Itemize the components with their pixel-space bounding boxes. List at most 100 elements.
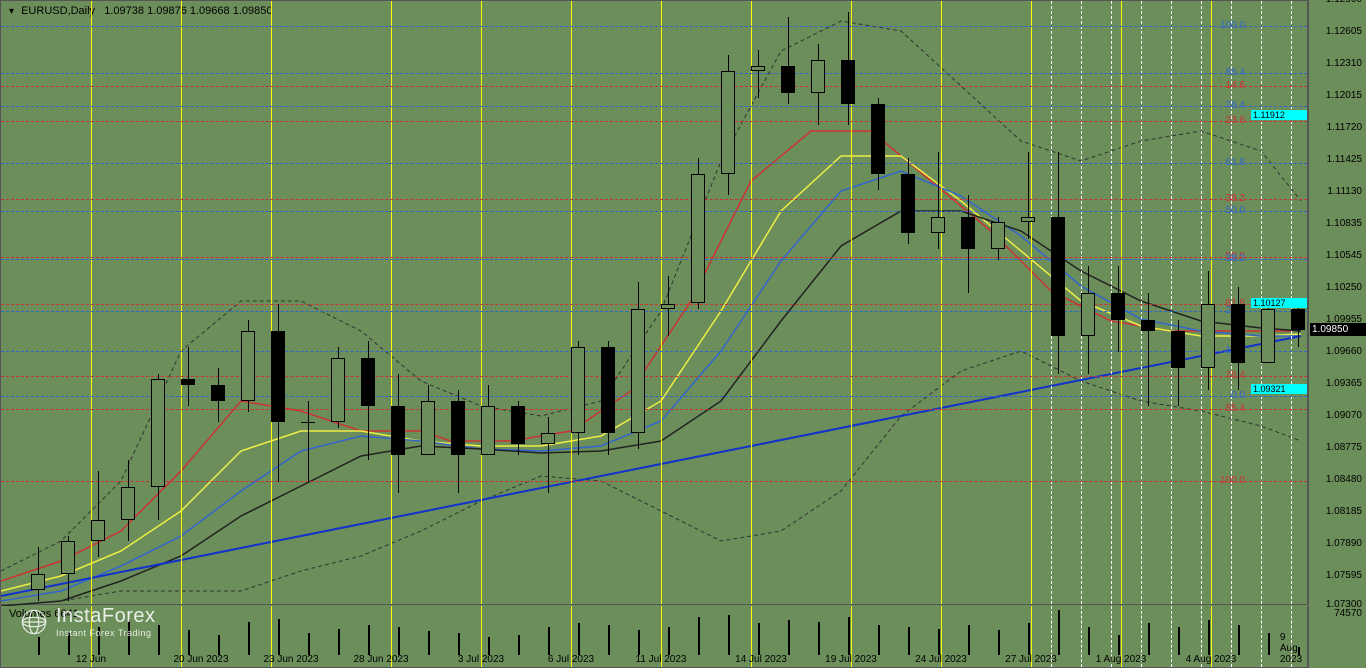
price-tick: 1.12605 bbox=[1326, 26, 1362, 37]
date-label: 6 Jul 2023 bbox=[548, 654, 594, 665]
session-line bbox=[1031, 1, 1032, 604]
candle-wick bbox=[938, 152, 939, 249]
volume-bar bbox=[668, 627, 670, 655]
candle bbox=[211, 385, 225, 401]
date-label: 19 Jul 2023 bbox=[825, 654, 877, 665]
date-label: 4 Aug 2023 bbox=[1186, 654, 1237, 665]
session-line bbox=[941, 1, 942, 604]
candle bbox=[541, 433, 555, 444]
candle bbox=[151, 379, 165, 487]
fib-line bbox=[1, 396, 1307, 397]
price-tick: 1.08185 bbox=[1326, 506, 1362, 517]
volume-bar bbox=[1088, 627, 1090, 655]
candle bbox=[331, 358, 345, 423]
candle bbox=[601, 347, 615, 433]
candle bbox=[631, 309, 645, 433]
candle bbox=[961, 217, 975, 249]
price-tick: 1.11130 bbox=[1327, 186, 1362, 197]
price-tick: 1.09070 bbox=[1326, 410, 1362, 421]
candle bbox=[301, 422, 315, 423]
session-line bbox=[481, 1, 482, 604]
candle bbox=[721, 71, 735, 174]
volume-bar bbox=[728, 615, 730, 655]
fib-label: 14.6 bbox=[1226, 80, 1245, 91]
candle bbox=[841, 60, 855, 103]
fib-label: 38.2 bbox=[1226, 193, 1245, 204]
price-tick: 1.10545 bbox=[1326, 250, 1362, 261]
price-tick: 1.09365 bbox=[1326, 378, 1362, 389]
candle bbox=[571, 347, 585, 433]
volume-bar bbox=[1118, 635, 1120, 655]
volume-bar bbox=[338, 629, 340, 655]
session-line bbox=[391, 1, 392, 604]
price-tick: 1.12310 bbox=[1326, 58, 1362, 69]
volume-bar bbox=[188, 630, 190, 655]
price-axis: 1.129001.126051.123101.120151.117201.114… bbox=[1308, 0, 1366, 605]
level-tag: 1.11912 bbox=[1251, 110, 1307, 120]
fib-line bbox=[1, 106, 1307, 107]
candle bbox=[1261, 309, 1275, 363]
session-line bbox=[91, 1, 92, 604]
candle bbox=[1081, 293, 1095, 336]
candle bbox=[91, 520, 105, 542]
price-tick: 1.12900 bbox=[1326, 0, 1362, 5]
volume-bar bbox=[968, 625, 970, 655]
candle-wick bbox=[548, 417, 549, 493]
candle bbox=[271, 331, 285, 423]
candle bbox=[1291, 309, 1305, 331]
volume-bar bbox=[398, 627, 400, 655]
fib-line bbox=[1, 211, 1307, 212]
candle bbox=[1201, 304, 1215, 369]
candle-wick bbox=[758, 50, 759, 99]
volume-bar bbox=[1268, 633, 1270, 655]
candle bbox=[421, 401, 435, 455]
fib-label: 61.8 bbox=[1226, 157, 1245, 168]
price-tick: 1.10835 bbox=[1326, 218, 1362, 229]
session-line bbox=[751, 1, 752, 604]
candle bbox=[691, 174, 705, 304]
chart-container: ▾ EURUSD,Daily 1.09738 1.09876 1.09668 1… bbox=[0, 0, 1366, 668]
volume-bar bbox=[848, 617, 850, 655]
main-chart[interactable]: ▾ EURUSD,Daily 1.09738 1.09876 1.09668 1… bbox=[0, 0, 1308, 605]
candle bbox=[931, 217, 945, 233]
candle-wick bbox=[1148, 293, 1149, 406]
volume-bar bbox=[1028, 623, 1030, 655]
level-tag: 1.09321 bbox=[1251, 384, 1307, 394]
candle bbox=[751, 66, 765, 71]
fib-label: 100.0 bbox=[1220, 20, 1245, 31]
volume-bar bbox=[698, 617, 700, 655]
volume-bar bbox=[308, 633, 310, 655]
fib-line bbox=[1, 86, 1307, 87]
watermark-sub: Instant Forex Trading bbox=[56, 628, 155, 638]
fib-line bbox=[1, 121, 1307, 122]
volume-bar bbox=[638, 630, 640, 655]
candle bbox=[661, 304, 675, 309]
fib-line bbox=[1, 163, 1307, 164]
volume-bar bbox=[218, 635, 220, 655]
candle bbox=[991, 222, 1005, 249]
candle-wick bbox=[188, 347, 189, 406]
candle bbox=[871, 104, 885, 174]
candle bbox=[1141, 320, 1155, 331]
candle bbox=[451, 401, 465, 455]
date-label: 11 Jul 2023 bbox=[636, 654, 687, 665]
volume-bar bbox=[1058, 610, 1060, 655]
candle bbox=[1051, 217, 1065, 336]
fib-label: 85.4 bbox=[1226, 403, 1245, 414]
volume-bar bbox=[908, 627, 910, 655]
bb-upper bbox=[1, 21, 1301, 571]
fib-line bbox=[1, 376, 1307, 377]
session-line bbox=[661, 1, 662, 604]
candle bbox=[901, 174, 915, 233]
candle bbox=[1111, 293, 1125, 320]
volume-bar bbox=[458, 633, 460, 655]
fib-line bbox=[1, 26, 1307, 27]
volume-bar bbox=[1238, 625, 1240, 655]
date-label: 14 Jul 2023 bbox=[735, 654, 787, 665]
price-tick: 1.07890 bbox=[1326, 538, 1362, 549]
fib-line bbox=[1, 73, 1307, 74]
price-tick: 1.08775 bbox=[1326, 442, 1362, 453]
volume-bar bbox=[878, 625, 880, 655]
volume-panel: Volumes 6641 12 Jun20 Jun 202323 Jun 202… bbox=[0, 606, 1308, 668]
fib-label: 100.0 bbox=[1220, 475, 1245, 486]
